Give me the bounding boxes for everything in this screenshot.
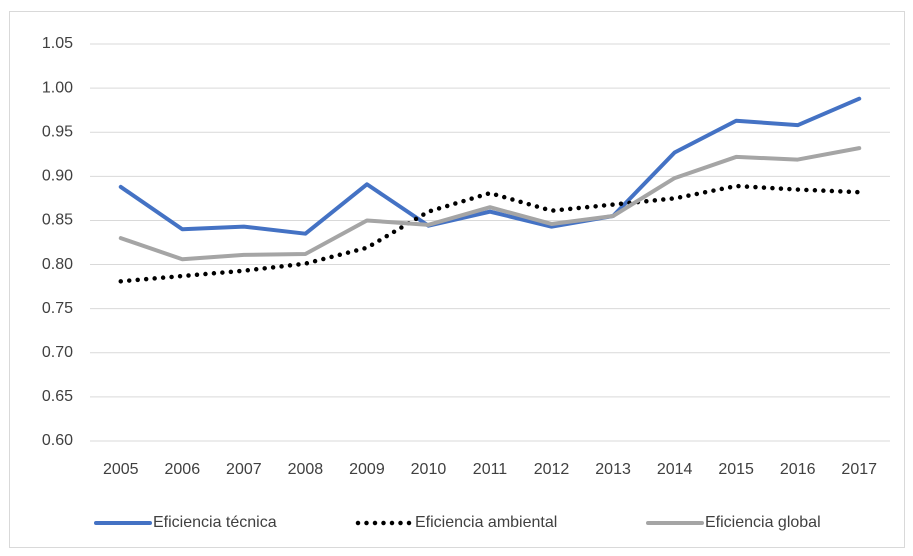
x-tick-label: 2008 <box>288 461 324 478</box>
x-tick-label: 2007 <box>226 461 262 478</box>
x-tick-label: 2011 <box>473 461 508 478</box>
x-tick-label: 2014 <box>657 461 693 478</box>
y-tick-label: 0.80 <box>42 256 73 273</box>
x-tick-label: 2015 <box>718 461 754 478</box>
x-tick-label: 2006 <box>165 461 201 478</box>
legend-label: Eficiencia ambiental <box>415 514 557 531</box>
chart-border <box>9 11 905 548</box>
y-tick-label: 1.05 <box>42 35 73 52</box>
y-tick-label: 0.85 <box>42 212 73 229</box>
x-tick-label: 2009 <box>349 461 385 478</box>
series-line <box>118 183 862 284</box>
series-line <box>118 146 862 262</box>
legend-label: Eficiencia técnica <box>153 514 277 531</box>
x-tick-label: 2005 <box>103 461 139 478</box>
y-tick-label: 0.75 <box>42 300 73 317</box>
legend-label: Eficiencia global <box>705 514 821 531</box>
y-tick-label: 0.60 <box>42 432 73 449</box>
x-tick-label: 2017 <box>841 461 877 478</box>
x-tick-label: 2016 <box>780 461 816 478</box>
y-tick-label: 1.00 <box>42 79 73 96</box>
x-tick-label: 2013 <box>595 461 631 478</box>
y-tick-label: 0.95 <box>42 123 73 140</box>
y-tick-label: 0.90 <box>42 168 73 185</box>
series-line <box>118 96 862 236</box>
x-tick-label: 2012 <box>534 461 570 478</box>
x-tick-label: 2010 <box>411 461 447 478</box>
y-tick-label: 0.65 <box>42 388 73 405</box>
y-tick-label: 0.70 <box>42 344 73 361</box>
